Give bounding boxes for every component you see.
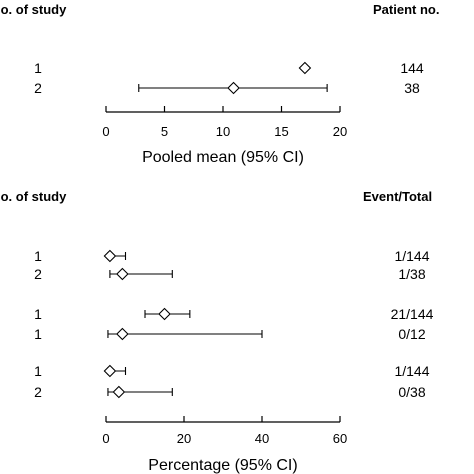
p2-estimate-diamond-1 [116, 267, 129, 281]
p1-estimate-diamond-0 [298, 61, 312, 75]
p2-estimate-diamond-4 [103, 364, 117, 378]
panel2-right-header: Event/Total [363, 189, 433, 204]
p1-x-tick-label-1: 5 [161, 124, 168, 139]
p2-x-tick-label-2: 40 [255, 431, 269, 446]
p2-estimate-diamond-2 [158, 307, 171, 321]
p1-estimate-diamond-1 [227, 81, 240, 95]
p2-right-label-3: 0/12 [398, 326, 425, 342]
p2-right-label-0: 1/144 [394, 248, 429, 264]
panel2-left-header: lo. of study [0, 189, 67, 204]
p1-x-axis-title: Pooled mean (95% CI) [142, 149, 304, 166]
p2-study-label-3: 1 [34, 326, 42, 342]
p1-study-label-1: 2 [34, 80, 42, 96]
p2-estimate-diamond-5 [112, 385, 126, 399]
p2-x-tick-label-1: 20 [177, 431, 191, 446]
p2-study-label-1: 2 [34, 266, 42, 282]
p2-x-axis-title: Percentage (95% CI) [148, 457, 297, 474]
p2-study-label-4: 1 [34, 363, 42, 379]
panel1-right-header: Patient no. [373, 2, 440, 17]
p2-estimate-diamond-0 [103, 249, 117, 263]
p1-x-tick-label-3: 15 [274, 124, 288, 139]
p1-x-tick-label-0: 0 [102, 124, 109, 139]
p2-estimate-diamond-3 [116, 327, 129, 341]
p2-right-label-5: 0/38 [398, 384, 425, 400]
p1-right-label-0: 144 [400, 60, 424, 76]
p2-x-tick-label-3: 60 [333, 431, 347, 446]
p2-x-tick-label-0: 0 [102, 431, 109, 446]
panel1-left-header: lo. of study [0, 2, 67, 17]
p2-study-label-0: 1 [34, 248, 42, 264]
p1-x-tick-label-2: 10 [216, 124, 230, 139]
p1-x-tick-label-4: 20 [333, 124, 347, 139]
p2-right-label-2: 21/144 [391, 306, 434, 322]
p2-study-label-2: 1 [34, 306, 42, 322]
p2-right-label-4: 1/144 [394, 363, 429, 379]
p1-study-label-0: 1 [34, 60, 42, 76]
p2-study-label-5: 2 [34, 384, 42, 400]
p2-right-label-1: 1/38 [398, 266, 425, 282]
p1-right-label-1: 38 [404, 80, 420, 96]
